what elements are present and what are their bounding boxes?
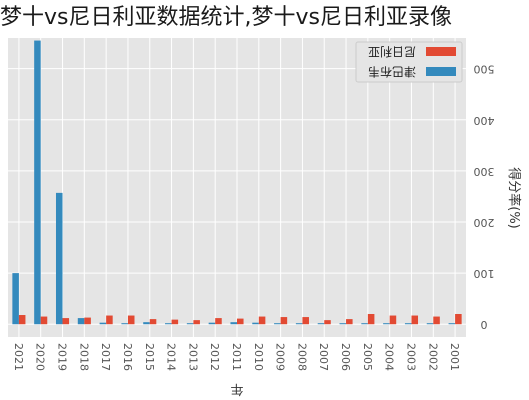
legend-label: 尼日利亚 (368, 45, 416, 59)
y-tick-label: 100 (474, 267, 495, 280)
x-tick-label: 2001 (448, 343, 461, 371)
bar-series-1-2014 (165, 323, 172, 325)
bars (12, 40, 462, 325)
legend-swatch (426, 67, 456, 76)
bar-series-0-2008 (302, 317, 309, 325)
x-tick-label: 2016 (121, 343, 134, 371)
bar-series-0-2013 (193, 320, 200, 325)
bar-series-0-2011 (237, 318, 244, 325)
y-tick-labels: 0 100 200 300 400 500 (474, 63, 495, 332)
bar-series-0-2015 (149, 319, 157, 325)
bar-series-1-2004 (383, 323, 390, 325)
bar-series-0-2021 (18, 315, 26, 325)
bar-series-0-2010 (258, 316, 266, 325)
y-tick-label: 0 (481, 318, 488, 331)
bar-series-1-2020 (34, 40, 41, 325)
y-tick-label: 400 (474, 114, 495, 127)
bar-series-1-2019 (55, 192, 63, 325)
bar-series-0-2016 (127, 315, 135, 325)
bar-series-0-2005 (367, 314, 375, 325)
bar-series-1-2002 (426, 323, 434, 325)
bar-series-1-2015 (143, 322, 150, 325)
bar-series-0-2004 (389, 315, 397, 325)
bar-series-1-2018 (77, 318, 85, 325)
y-tick-label: 500 (474, 63, 495, 76)
bar-series-0-2006 (346, 319, 353, 325)
bar-series-0-2017 (106, 315, 113, 325)
x-tick-label: 2008 (295, 343, 308, 371)
bar-series-1-2016 (121, 323, 128, 325)
x-tick-label: 2004 (383, 343, 396, 371)
x-tick-label: 2005 (361, 343, 374, 371)
bar-series-1-2008 (295, 323, 303, 325)
y-tick-label: 300 (474, 165, 495, 178)
x-tick-labels: 2021 2020 2019 2018 2017 2016 2015 2014 2013 2012… (12, 343, 461, 371)
bar-series-1-2011 (230, 322, 237, 325)
x-axis-label: 年 (230, 381, 243, 396)
bar-series-0-2009 (280, 317, 288, 325)
bar-series-1-2010 (252, 322, 259, 325)
x-tick-label: 2018 (77, 343, 90, 371)
x-tick-label: 2013 (186, 343, 199, 371)
x-tick-label: 2002 (426, 343, 439, 371)
bar-series-0-2019 (62, 318, 70, 325)
bar-series-1-2007 (317, 323, 325, 325)
bar-series-1-2017 (99, 322, 107, 325)
bar-series-0-2018 (84, 317, 91, 325)
bar-series-1-2009 (274, 323, 281, 325)
x-tick-label: 2015 (143, 343, 156, 371)
x-tick-label: 2017 (99, 343, 112, 371)
bar-series-0-2003 (411, 315, 419, 325)
bar-series-1-2013 (186, 323, 194, 325)
x-tick-label: 2012 (208, 343, 221, 371)
y-tick-label: 200 (474, 216, 495, 229)
x-tick-label: 2020 (34, 343, 47, 371)
x-tick-label: 2019 (56, 343, 69, 371)
x-tick-label: 2021 (12, 343, 25, 371)
x-tick-label: 2009 (274, 343, 287, 371)
bar-series-0-2007 (324, 320, 331, 325)
x-tick-label: 2014 (165, 343, 178, 371)
x-tick-label: 2003 (404, 343, 417, 371)
page-title: 梦十vs尼日利亚数据统计,梦十vs尼日利亚录像 (0, 5, 452, 30)
x-tick-label: 2011 (230, 343, 243, 371)
bar-series-1-2003 (404, 323, 412, 325)
bar-series-0-2001 (455, 314, 462, 325)
legend-label: 津巴布韦 (368, 65, 416, 79)
bar-series-1-2012 (208, 322, 216, 325)
bar-series-1-2021 (12, 273, 19, 325)
x-tick-label: 2006 (339, 343, 352, 371)
legend-swatch (426, 47, 456, 56)
y-axis-label: 得分率(%) (506, 167, 522, 229)
bar-series-1-2005 (361, 323, 368, 325)
bar-series-0-2012 (215, 318, 222, 325)
bar-series-1-2006 (339, 323, 347, 325)
x-tick-label: 2007 (317, 343, 330, 371)
bar-series-1-2001 (448, 323, 456, 325)
bar-series-0-2002 (433, 316, 440, 325)
bar-series-0-2020 (40, 316, 48, 325)
bar-series-0-2014 (171, 319, 179, 325)
x-tick-label: 2010 (252, 343, 265, 371)
